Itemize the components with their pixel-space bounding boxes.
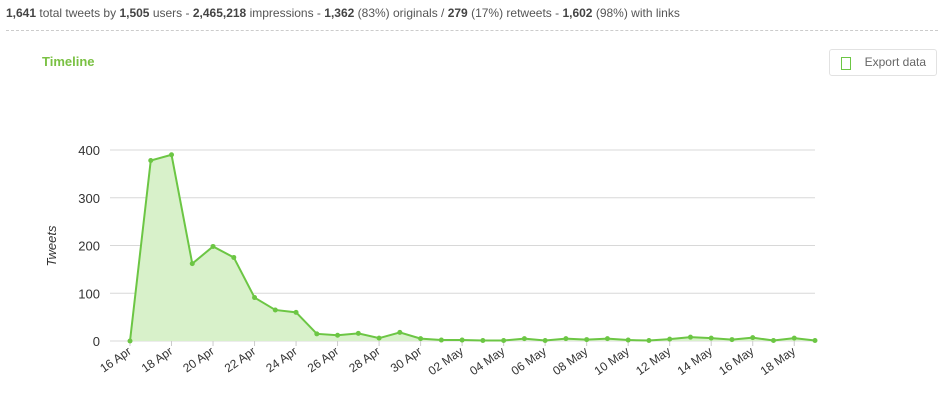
point xyxy=(169,152,175,158)
point xyxy=(438,337,444,343)
summary-number: 1,602 xyxy=(562,6,593,20)
point xyxy=(791,335,797,341)
point xyxy=(252,295,258,301)
point xyxy=(501,338,507,344)
x-tick-label: 02 May xyxy=(426,344,466,378)
point xyxy=(314,331,320,337)
export-icon xyxy=(841,57,851,70)
point xyxy=(542,338,548,344)
point xyxy=(459,337,465,343)
y-tick-label: 100 xyxy=(78,286,100,301)
point xyxy=(687,334,693,340)
x-tick-label: 24 Apr xyxy=(263,344,299,375)
point xyxy=(418,336,424,342)
y-tick-label: 200 xyxy=(78,239,100,254)
x-tick-label: 16 May xyxy=(716,344,756,378)
summary-text: (98%) with links xyxy=(595,6,680,20)
point xyxy=(210,243,216,249)
x-tick-label: 22 Apr xyxy=(222,344,258,375)
export-button[interactable]: Export data xyxy=(829,49,937,76)
divider xyxy=(6,30,938,31)
point xyxy=(148,158,154,164)
point xyxy=(231,254,237,260)
point xyxy=(293,309,299,315)
point xyxy=(355,330,361,336)
x-tick-label: 14 May xyxy=(675,344,715,378)
x-tick-label: 26 Apr xyxy=(305,344,341,375)
summary-text: total tweets by xyxy=(39,6,117,20)
x-tick-label: 12 May xyxy=(633,344,673,378)
x-tick-label: 10 May xyxy=(592,344,632,378)
point xyxy=(625,337,631,343)
point xyxy=(127,338,133,344)
x-tick-label: 16 Apr xyxy=(97,344,133,375)
summary-number: 1,505 xyxy=(119,6,150,20)
point xyxy=(335,332,341,338)
point xyxy=(397,329,403,335)
summary-number: 279 xyxy=(447,6,468,20)
point xyxy=(604,336,610,342)
y-tick-label: 0 xyxy=(93,334,100,349)
y-tick-label: 300 xyxy=(78,191,100,206)
point xyxy=(729,337,735,343)
point xyxy=(272,307,278,313)
point xyxy=(708,335,714,341)
x-tick-label: 06 May xyxy=(509,344,549,378)
x-tick-label: 28 Apr xyxy=(346,344,382,375)
summary-number: 1,641 xyxy=(6,6,37,20)
x-tick-label: 18 Apr xyxy=(139,344,175,375)
summary-text: (83%) originals / xyxy=(357,6,445,20)
point xyxy=(770,338,776,344)
x-tick-label: 20 Apr xyxy=(180,344,216,375)
summary: 1,641 total tweets by 1,505 users - 2,46… xyxy=(6,6,680,20)
summary-text: (17%) retweets - xyxy=(471,6,560,20)
line xyxy=(129,153,816,342)
export-label: Export data xyxy=(864,55,926,69)
point xyxy=(480,338,486,344)
point xyxy=(189,261,195,267)
y-axis-label: Tweets xyxy=(44,225,59,266)
point xyxy=(812,338,818,344)
x-tick-label: 30 Apr xyxy=(388,344,424,375)
area xyxy=(130,154,815,341)
x-tick-label: 08 May xyxy=(550,344,590,378)
point xyxy=(750,335,756,341)
summary-number: 1,362 xyxy=(324,6,355,20)
y-tick-label: 400 xyxy=(78,143,100,158)
summary-text: users - xyxy=(152,6,190,20)
point xyxy=(667,336,673,342)
point xyxy=(646,338,652,344)
summary-number: 2,465,218 xyxy=(192,6,247,20)
chart-title: Timeline xyxy=(42,54,95,69)
point xyxy=(584,337,590,343)
point xyxy=(563,336,569,342)
point xyxy=(376,335,382,341)
x-tick-label: 04 May xyxy=(467,344,507,378)
point xyxy=(521,336,527,342)
x-tick-label: 18 May xyxy=(758,344,798,378)
summary-text: impressions - xyxy=(249,6,321,20)
